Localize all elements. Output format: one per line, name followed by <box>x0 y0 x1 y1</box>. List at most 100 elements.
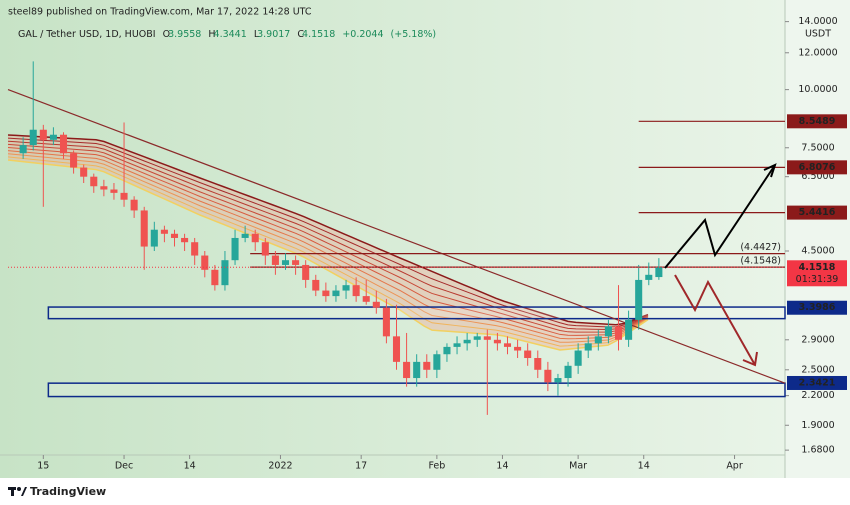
legend: GAL / Tether USD, 1D, HUOBI O3.9558 H4.3… <box>18 29 436 40</box>
candle-body <box>423 361 431 370</box>
y-tick-label: 2.9000 <box>801 334 834 345</box>
y-tick-label: 1.6800 <box>801 445 834 456</box>
candle-body <box>372 301 380 308</box>
y-tick-label: 2.5000 <box>801 364 834 375</box>
candle-body <box>241 233 249 238</box>
candle-body <box>271 255 279 265</box>
y-tick-label: 4.5000 <box>801 246 834 257</box>
candle-body <box>635 279 643 320</box>
y-tick-label: 7.5000 <box>801 142 834 153</box>
x-tick-label: 2022 <box>268 461 292 472</box>
x-tick-label: 15 <box>37 461 49 472</box>
ribbon-line <box>7 143 649 333</box>
candle-body <box>292 260 300 265</box>
candle-body <box>201 255 209 270</box>
ohlc-letter: O <box>163 29 170 40</box>
ribbon-line <box>7 134 649 326</box>
level-label: (4.4427) <box>740 242 781 253</box>
x-tick-label: Feb <box>428 461 445 472</box>
candle-body <box>312 279 320 291</box>
price-tag <box>787 300 847 315</box>
candle-body <box>19 145 27 154</box>
candle-body <box>473 336 481 340</box>
candle-body <box>170 233 179 238</box>
change: +0.2044 <box>342 29 383 40</box>
price-tag-label: 4.1518 <box>799 262 836 273</box>
candle-body <box>49 134 57 140</box>
ribbon-line <box>7 147 649 336</box>
price-tag-label: 5.4416 <box>799 207 836 218</box>
candle-body <box>392 336 401 362</box>
candle-body <box>524 350 532 359</box>
candle-body <box>181 237 189 243</box>
price-tag <box>787 160 847 175</box>
down-arrow-head <box>742 351 758 367</box>
candle-body <box>110 189 118 193</box>
candle-body <box>463 339 471 344</box>
candle-body <box>120 192 128 200</box>
ribbon-line <box>7 153 649 343</box>
candle-body <box>211 269 219 286</box>
candle-body <box>382 307 390 337</box>
candle-body <box>614 326 623 340</box>
ohlc-letter: H <box>208 29 215 40</box>
candle-body <box>160 229 168 234</box>
candle-body <box>403 361 411 379</box>
level-label: (4.1548) <box>740 256 781 267</box>
y-tick-label: 10.0000 <box>798 84 837 95</box>
price-tag-label: 8.5489 <box>799 116 836 127</box>
ma-ribbon <box>7 134 649 351</box>
candle-body <box>231 237 239 261</box>
candle-body <box>191 242 199 256</box>
change-pct: (+5.18%) <box>391 29 437 40</box>
candle-body <box>261 242 269 256</box>
ribbon-line <box>7 137 649 328</box>
candle-body <box>564 365 572 379</box>
y-tick-label: 1.9000 <box>801 420 834 431</box>
y-unit: USDT <box>805 29 831 40</box>
candle-body <box>342 285 350 291</box>
header: steel89 published on TradingView.com, Ma… <box>8 7 312 18</box>
candle-body <box>221 260 229 286</box>
ribbon-line <box>7 159 649 351</box>
candle-body <box>503 343 512 347</box>
candle-body <box>443 346 451 355</box>
price-axis-background <box>785 0 850 478</box>
trendline <box>7 89 786 384</box>
candle-body <box>594 336 602 344</box>
y-tick-label: 14.0000 <box>798 16 837 27</box>
plot-background <box>0 0 785 478</box>
candle-body <box>544 369 552 383</box>
ohlc-letter: L <box>254 29 260 40</box>
price-tag <box>787 375 847 390</box>
candle-body <box>584 343 592 351</box>
candle-body <box>80 167 88 177</box>
candle-body <box>251 233 259 243</box>
candle-body <box>362 296 370 302</box>
high-value: 4.3441 <box>214 29 247 40</box>
candle-body <box>130 199 138 211</box>
candle-body <box>352 285 360 297</box>
candle-body <box>302 264 310 280</box>
candle-body <box>413 361 421 379</box>
candle-body <box>655 267 663 278</box>
open-value: 3.9558 <box>168 29 201 40</box>
footer-logo <box>8 487 27 496</box>
x-tick-label: 17 <box>355 461 367 472</box>
candle-body <box>514 346 522 351</box>
close-value: 4.1518 <box>302 29 335 40</box>
candle-body <box>332 290 340 297</box>
x-tick-label: 14 <box>638 461 650 472</box>
candle-body <box>554 378 562 383</box>
y-tick-label: 6.5000 <box>801 171 834 182</box>
low-value: 3.9017 <box>257 29 290 40</box>
countdown: 01:31:39 <box>796 274 839 285</box>
candle-body <box>150 229 158 247</box>
candle-body <box>534 358 542 370</box>
x-tick-label: 14 <box>184 461 196 472</box>
candle-body <box>100 186 108 190</box>
ribbon-line <box>7 140 649 331</box>
x-tick-label: Dec <box>115 461 133 472</box>
candle-body <box>59 134 68 154</box>
